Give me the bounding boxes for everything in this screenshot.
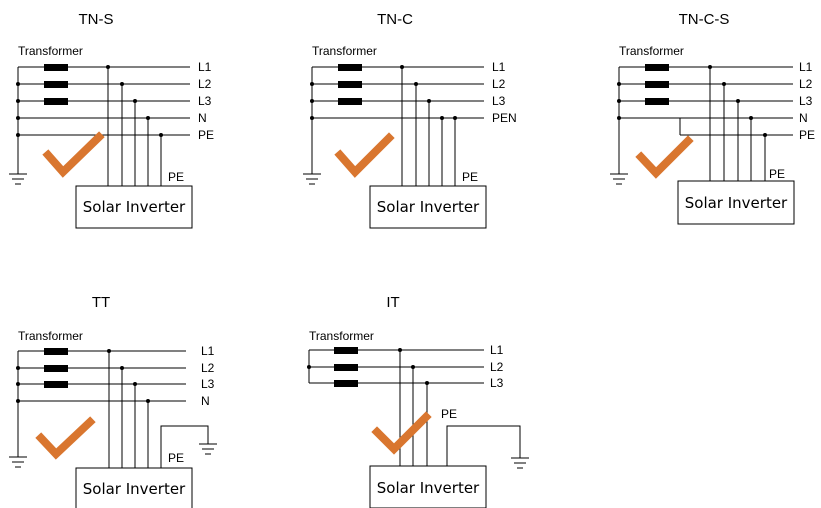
panel-title: IT — [386, 294, 399, 311]
checkmark-icon — [635, 135, 694, 179]
bus-wires — [308, 349, 521, 466]
panel-tt: TT Transformer — [9, 294, 217, 508]
solar-inverter-box — [369, 465, 487, 508]
panel-it: IT Transformer L1 L2 L3 PE — [307, 294, 529, 508]
line-label: L2 — [198, 77, 212, 91]
panel-title: TN-S — [79, 11, 114, 28]
panel-tn-s: TN-S Transformer L1 — [9, 11, 214, 229]
junction-dots — [307, 348, 429, 385]
line-label: L2 — [490, 360, 504, 374]
ground-symbol-icon — [511, 457, 529, 469]
line-label: L3 — [492, 94, 506, 108]
checkmark-icon — [35, 416, 96, 460]
ground-symbol-icon — [199, 443, 217, 455]
junction-dots — [310, 65, 457, 120]
pe-label: PE — [168, 451, 184, 465]
solar-inverter-label: Solar Inverter — [377, 198, 480, 216]
pe-label: PE — [441, 407, 457, 421]
line-label: PE — [799, 128, 815, 142]
pe-label: PE — [462, 170, 478, 184]
line-label: N — [198, 111, 207, 125]
line-label: L1 — [201, 344, 215, 358]
solar-inverter-box — [75, 467, 193, 508]
line-label: L1 — [198, 60, 212, 74]
line-label: L2 — [799, 77, 813, 91]
line-label: PEN — [492, 111, 517, 125]
solar-inverter-label: Solar Inverter — [83, 198, 186, 216]
transformer-label: Transformer — [619, 44, 684, 58]
transformer-label: Transformer — [18, 329, 83, 343]
line-label: L2 — [201, 361, 215, 375]
bus-wires — [17, 66, 190, 186]
pe-label: PE — [769, 167, 785, 181]
line-label: L1 — [490, 343, 504, 357]
line-label: L3 — [490, 376, 504, 390]
solar-inverter-label: Solar Inverter — [83, 480, 186, 498]
solar-inverter-box — [677, 180, 795, 225]
solar-inverter-box — [75, 185, 193, 229]
bus-wires — [17, 350, 209, 468]
line-label: PE — [198, 128, 214, 142]
panel-tn-c: TN-C Transformer L1 L2 — [303, 11, 517, 229]
ground-symbol-icon — [9, 456, 27, 468]
transformer-label: Transformer — [312, 44, 377, 58]
panel-title: TT — [92, 294, 110, 311]
line-label: N — [201, 394, 210, 408]
panel-title: TN-C-S — [679, 11, 730, 28]
line-label: L3 — [201, 377, 215, 391]
line-label: L2 — [492, 77, 506, 91]
panel-title: TN-C — [377, 11, 413, 28]
panel-tn-c-s: TN-C-S Transformer — [610, 11, 815, 225]
checkmark-icon — [42, 131, 105, 178]
line-label: N — [799, 111, 808, 125]
line-label: L3 — [198, 94, 212, 108]
transformer-label: Transformer — [18, 44, 83, 58]
ground-symbol-icon — [610, 173, 628, 185]
pe-label: PE — [168, 170, 184, 184]
ground-symbol-icon — [9, 173, 27, 185]
solar-inverter-box — [369, 185, 487, 229]
ground-symbol-icon — [303, 173, 321, 185]
solar-inverter-label: Solar Inverter — [685, 194, 788, 212]
junction-dots — [16, 349, 150, 403]
checkmark-icon — [371, 411, 432, 455]
junction-dots — [16, 65, 163, 137]
solar-inverter-label: Solar Inverter — [377, 479, 480, 497]
bus-wires — [311, 66, 484, 186]
transformer-label: Transformer — [309, 329, 374, 343]
line-label: L1 — [492, 60, 506, 74]
junction-dots — [617, 65, 767, 137]
checkmark-icon — [334, 132, 395, 178]
line-label: L3 — [799, 94, 813, 108]
line-label: L1 — [799, 60, 813, 74]
